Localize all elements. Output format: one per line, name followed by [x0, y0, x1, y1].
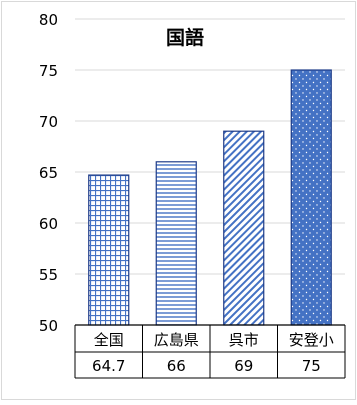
value-label: 75 — [302, 357, 321, 375]
category-label: 呉市 — [229, 331, 259, 349]
bar-1 — [88, 174, 130, 326]
y-tick-label: 55 — [39, 266, 58, 284]
chart-title: 国語 — [166, 26, 204, 49]
value-label: 64.7 — [92, 357, 125, 375]
category-label: 広島県 — [154, 331, 199, 349]
y-tick-label: 75 — [39, 62, 58, 80]
y-tick-label: 65 — [39, 164, 58, 182]
value-label: 66 — [167, 357, 186, 375]
chart-border — [1, 1, 356, 400]
y-tick-label: 70 — [39, 113, 58, 131]
data-table: 全国 64.7 広島県 66 呉市 69 安登小 75 — [74, 324, 346, 379]
category-label: 全国 — [94, 331, 124, 349]
y-tick-label: 60 — [39, 215, 58, 233]
category-label: 安登小 — [289, 331, 334, 349]
bar-3 — [223, 130, 265, 326]
bar-2 — [155, 161, 197, 326]
bars — [88, 69, 332, 326]
bar-4 — [290, 69, 332, 326]
y-axis-tick-labels: 50 55 60 65 70 75 80 — [39, 11, 58, 335]
y-tick-label: 50 — [39, 317, 58, 335]
y-tick-label: 80 — [39, 11, 58, 29]
value-label: 69 — [234, 357, 253, 375]
